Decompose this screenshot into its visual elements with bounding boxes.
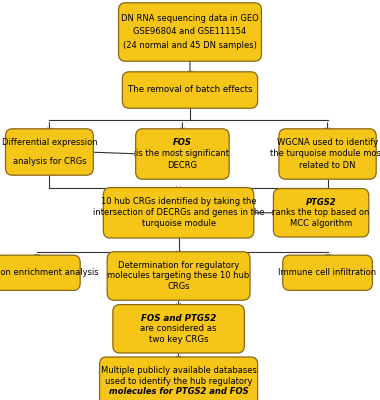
Text: intersection of DECRGs and genes in the: intersection of DECRGs and genes in the	[93, 208, 264, 217]
Text: Differential expression: Differential expression	[2, 138, 97, 146]
FancyBboxPatch shape	[103, 188, 254, 238]
Text: MCC algorithm: MCC algorithm	[290, 219, 352, 228]
Text: Immune cell infiltration: Immune cell infiltration	[279, 268, 377, 277]
FancyBboxPatch shape	[100, 357, 258, 400]
FancyBboxPatch shape	[273, 189, 369, 237]
Text: Determination for regulatory: Determination for regulatory	[118, 261, 239, 270]
Text: FOS: FOS	[173, 138, 192, 147]
FancyBboxPatch shape	[113, 305, 244, 353]
Text: FOS and PTGS2: FOS and PTGS2	[141, 314, 216, 323]
Text: DN RNA sequencing data in GEO: DN RNA sequencing data in GEO	[121, 14, 259, 23]
FancyBboxPatch shape	[279, 129, 376, 179]
FancyBboxPatch shape	[5, 129, 93, 175]
FancyBboxPatch shape	[283, 255, 372, 290]
Text: PTGS2: PTGS2	[306, 198, 336, 207]
Text: 10 hub CRGs identified by taking the: 10 hub CRGs identified by taking the	[101, 197, 256, 206]
Text: CRGs: CRGs	[167, 282, 190, 291]
Text: two key CRGs: two key CRGs	[149, 335, 208, 344]
Text: the turquoise module most: the turquoise module most	[271, 150, 380, 158]
Text: The removal of batch effects: The removal of batch effects	[128, 86, 252, 94]
Text: are considered as: are considered as	[140, 324, 217, 333]
FancyBboxPatch shape	[107, 252, 250, 300]
Text: molecules for PTGS2 and FOS: molecules for PTGS2 and FOS	[109, 387, 249, 396]
Text: ranks the top based on: ranks the top based on	[272, 208, 370, 217]
Text: used to identify the hub regulatory: used to identify the hub regulatory	[105, 377, 252, 386]
Text: analysis for CRGs: analysis for CRGs	[13, 158, 86, 166]
FancyBboxPatch shape	[122, 72, 258, 108]
Text: is the most significant: is the most significant	[136, 150, 229, 158]
Text: WGCNA used to identify: WGCNA used to identify	[277, 138, 378, 147]
FancyBboxPatch shape	[136, 129, 229, 179]
FancyBboxPatch shape	[0, 255, 80, 290]
Text: (24 normal and 45 DN samples): (24 normal and 45 DN samples)	[123, 41, 257, 50]
Text: related to DN: related to DN	[299, 161, 356, 170]
FancyBboxPatch shape	[119, 3, 261, 61]
Text: DECRG: DECRG	[168, 161, 197, 170]
Text: GSE96804 and GSE111154: GSE96804 and GSE111154	[133, 28, 247, 36]
Text: turquoise module: turquoise module	[141, 220, 216, 228]
Text: Function enrichment analysis: Function enrichment analysis	[0, 268, 99, 277]
Text: Multiple publicly available databases: Multiple publicly available databases	[101, 366, 256, 375]
Text: molecules targeting these 10 hub: molecules targeting these 10 hub	[108, 272, 250, 280]
